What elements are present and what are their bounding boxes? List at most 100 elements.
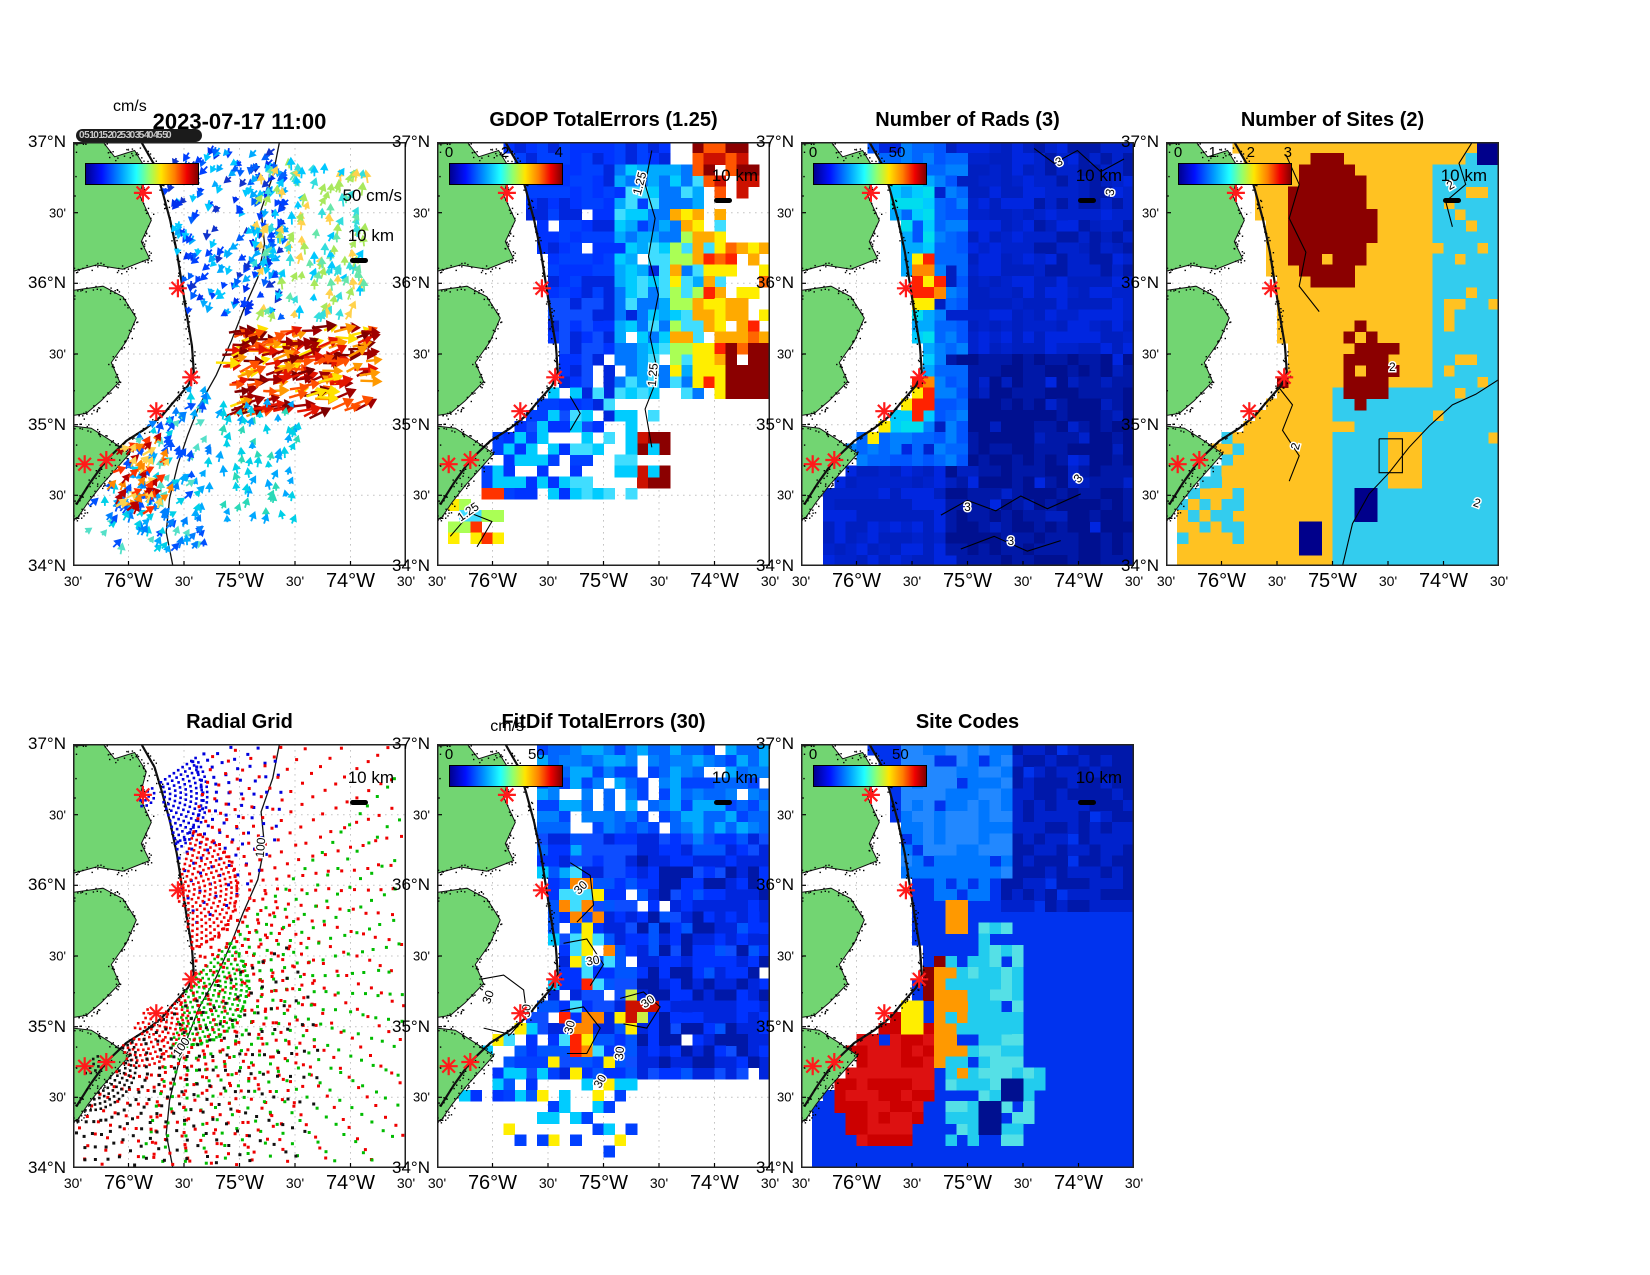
- y-axis-tick-label: 36°N: [756, 273, 794, 293]
- x-axis-tick-label: 76°W: [831, 570, 882, 592]
- x-axis-tick-label: 30': [63, 1175, 83, 1191]
- panel-title: GDOP TotalErrors (1.25): [489, 109, 718, 131]
- colorbar: [449, 163, 563, 185]
- x-axis-tick-label: 30': [1267, 573, 1287, 589]
- y-axis-tick-label: 30': [49, 487, 66, 503]
- y-axis-tick-label: 37°N: [392, 734, 430, 753]
- x-axis-tick-label: 30': [1378, 573, 1398, 589]
- map-plot: 0 5 10 15 20 25 30 35 40 45 50 50 cm/s 1…: [28, 129, 415, 592]
- x-axis-tick-label: 75°W: [214, 1172, 265, 1194]
- x-axis-tick-label: 30': [760, 573, 780, 589]
- x-axis-tick-label: 76°W: [1196, 570, 1247, 592]
- colorbar-tick-label: 0: [444, 746, 454, 763]
- x-axis-tick-label: 30': [902, 1175, 922, 1191]
- y-axis-tick-label: 35°N: [392, 414, 430, 434]
- y-axis-tick-label: 34°N: [1121, 556, 1159, 575]
- panel-title: Number of Sites (2): [1240, 109, 1425, 131]
- colorbar-tick-label: 2: [500, 144, 510, 161]
- km-scale-bar: [1443, 198, 1461, 203]
- colorbar-tick-label: 0: [1173, 144, 1183, 161]
- x-axis-tick-label: 30': [538, 1175, 558, 1191]
- y-axis-tick-label: 36°N: [28, 875, 66, 895]
- y-axis-tick-label: 34°N: [28, 1158, 66, 1177]
- x-axis-tick-label: 30': [1124, 573, 1144, 589]
- y-axis-tick-label: 30': [413, 205, 430, 221]
- x-axis-tick-label: 30': [427, 1175, 447, 1191]
- km-scale-label: 10 km: [1440, 166, 1487, 185]
- colorbar-tick-label: 3: [1283, 144, 1292, 161]
- colorbar-units-label: cm/s: [112, 98, 147, 115]
- colorbar-tick-label: 50: [888, 144, 906, 161]
- colorbar-tick-label: 0: [808, 144, 818, 161]
- y-axis-tick-label: 37°N: [756, 132, 794, 151]
- x-axis-tick-label: 74°W: [689, 1172, 740, 1194]
- x-axis-tick-label: 76°W: [831, 1172, 882, 1194]
- colorbar-ticks: 0 2 4: [445, 144, 563, 161]
- x-axis-tick-label: 74°W: [1418, 570, 1469, 592]
- colorbar: [1178, 163, 1292, 185]
- x-axis-tick-label: 74°W: [325, 1172, 376, 1194]
- panel-gdop-total-errors: GDOP TotalErrors (1.25) 1.25 1.25 1.25 0 2 4…: [392, 109, 779, 592]
- x-axis-tick-label: 74°W: [1053, 1172, 1104, 1194]
- svg-text:1.25: 1.25: [645, 362, 661, 387]
- x-axis-tick-label: 30': [396, 1175, 416, 1191]
- y-axis-tick-label: 35°N: [28, 1016, 66, 1036]
- y-axis-tick-label: 30': [49, 205, 66, 221]
- x-axis-tick-label: 30': [174, 1175, 194, 1191]
- panel-site-codes: Site Codes 0 50 10 km 30' 76°W 30' 75°W 30' 74…: [756, 711, 1143, 1194]
- y-axis-tick-label: 30': [777, 807, 794, 823]
- speed-scale-label: 50 cm/s: [342, 186, 402, 205]
- panel-title: FitDif TotalErrors (30): [501, 711, 706, 733]
- svg-text:3: 3: [964, 500, 971, 514]
- y-axis-tick-label: 37°N: [28, 734, 66, 753]
- map-plot: 100 100 10 km 30' 76°W 30' 75°W 30' 74°W 30' 37°…: [28, 734, 415, 1194]
- km-scale-label: 10 km: [347, 768, 394, 787]
- x-axis-tick-label: 76°W: [103, 1172, 154, 1194]
- km-scale-bar: [714, 800, 732, 805]
- y-axis-tick-label: 30': [49, 948, 66, 964]
- y-axis-tick-label: 36°N: [1121, 273, 1159, 293]
- x-axis-tick-label: 75°W: [578, 570, 629, 592]
- x-axis-tick-label: 74°W: [325, 570, 376, 592]
- x-axis-tick-label: 30': [285, 1175, 305, 1191]
- y-axis-tick-label: 36°N: [756, 875, 794, 895]
- x-axis-tick-label: 30': [538, 573, 558, 589]
- colorbar-ticks: 0 50: [445, 746, 561, 763]
- km-scale-bar: [350, 258, 368, 263]
- y-axis-tick-label: 30': [49, 346, 66, 362]
- y-axis-tick-label: 34°N: [756, 1158, 794, 1177]
- colorbar-ticks: [85, 144, 197, 161]
- x-axis-tick-label: 75°W: [214, 570, 265, 592]
- y-axis-tick-label: 36°N: [392, 273, 430, 293]
- map-canvas: [801, 744, 1134, 1168]
- panel-fitdif-total-errors: cm/s FitDif TotalErrors (30) 30 30 30 30 30 3…: [392, 711, 779, 1194]
- x-axis-tick-label: 30': [63, 573, 83, 589]
- panel-radial-grid: Radial Grid 100 100 10 km 30' 76°W 30' 75°W 3…: [28, 711, 415, 1194]
- x-axis-tick-label: 30': [902, 573, 922, 589]
- y-axis-tick-label: 36°N: [392, 875, 430, 895]
- y-axis-tick-label: 34°N: [392, 556, 430, 575]
- y-axis-tick-label: 30': [1142, 487, 1159, 503]
- svg-text:3: 3: [1007, 534, 1014, 548]
- panel-title: Radial Grid: [186, 711, 293, 733]
- x-axis-tick-label: 30': [1489, 573, 1509, 589]
- colorbar: [813, 163, 927, 185]
- y-axis-tick-label: 30': [413, 1089, 430, 1105]
- colorbar-tick-label: 1: [1208, 144, 1217, 161]
- panel-title: Number of Rads (3): [875, 109, 1060, 131]
- colorbar-tick-label: 4: [554, 144, 563, 161]
- colorbar-tick-label: 0: [444, 144, 454, 161]
- y-axis-tick-label: 37°N: [392, 132, 430, 151]
- y-axis-tick-label: 37°N: [756, 734, 794, 753]
- x-axis-tick-label: 74°W: [1053, 570, 1104, 592]
- km-scale-label: 10 km: [347, 226, 394, 245]
- y-axis-tick-label: 30': [777, 487, 794, 503]
- km-scale-label: 10 km: [1075, 768, 1122, 787]
- colorbar-tick-label: 2: [1246, 144, 1255, 161]
- y-axis-tick-label: 34°N: [392, 1158, 430, 1177]
